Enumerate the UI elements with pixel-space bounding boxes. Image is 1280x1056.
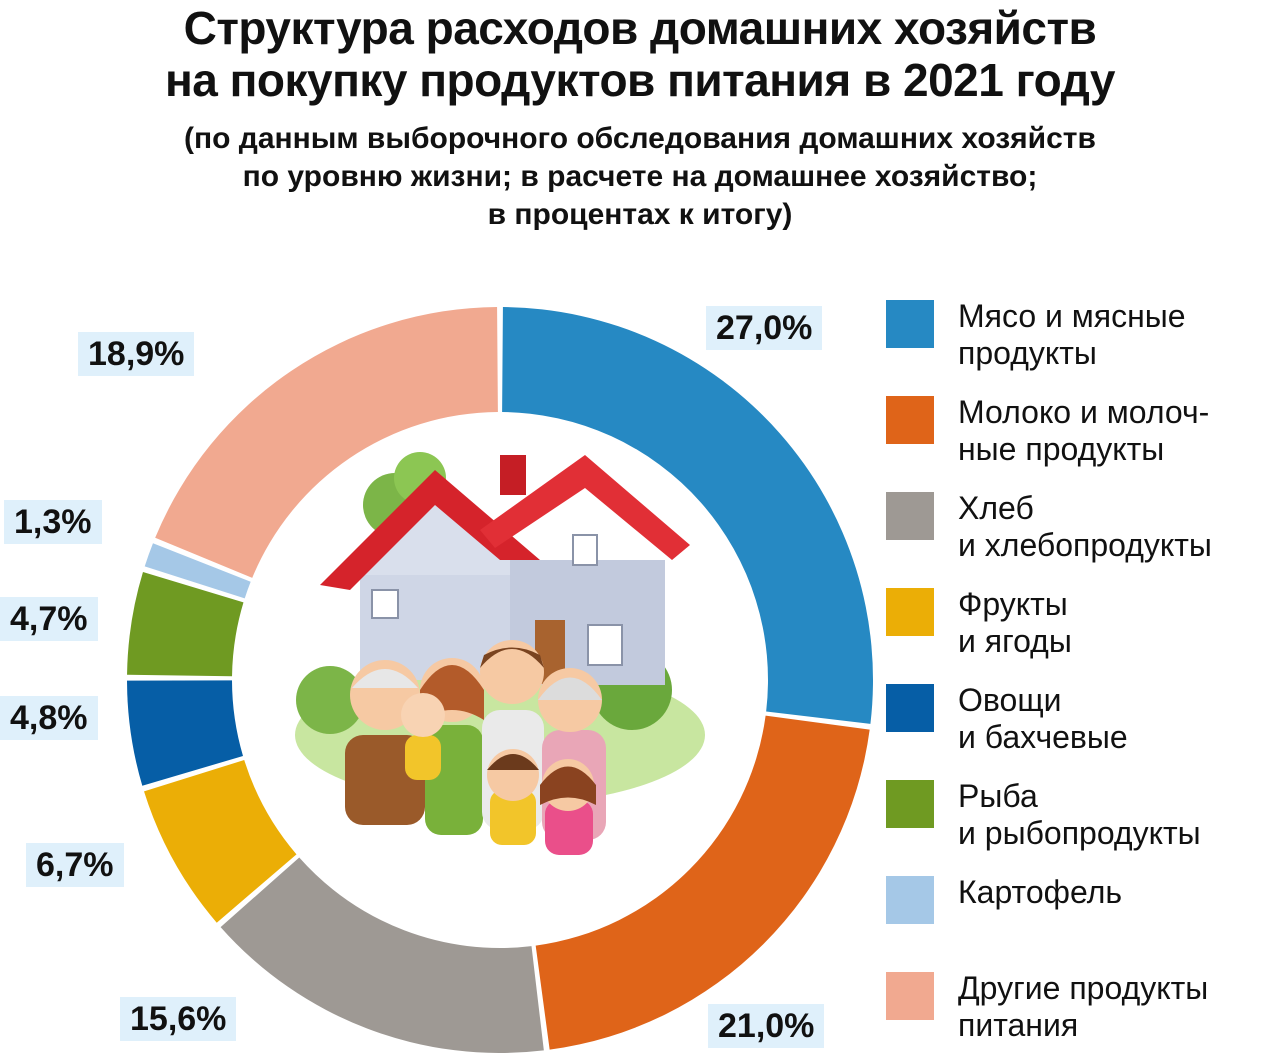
legend-label-fruits-line-1: Фрукты [958, 586, 1068, 622]
donut-slice-bread [220, 857, 544, 1053]
donut-slice-vegetables [127, 680, 243, 786]
legend-label-bread: Хлеб и хлебопродукты [958, 490, 1280, 564]
legend-swatch-meat [886, 300, 934, 348]
legend-label-bread-line-1: Хлеб [958, 490, 1034, 526]
legend-label-fruits: Фрукты и ягоды [958, 586, 1280, 660]
donut-slice-fish [127, 572, 244, 677]
family-house-illustration [295, 452, 705, 855]
legend-label-potatoes-line-1: Картофель [958, 874, 1123, 910]
donut-slice-milk [535, 715, 870, 1050]
legend-label-potatoes: Картофель [958, 874, 1280, 911]
legend-label-milk-line-2: ные продукты [958, 431, 1165, 467]
legend-swatch-fruits [886, 588, 934, 636]
legend-label-meat-line-1: Мясо и мясные [958, 298, 1186, 334]
legend-label-other-line-1: Другие продукты [958, 970, 1209, 1006]
legend-label-vegetables: Овощи и бахчевые [958, 682, 1280, 756]
legend-swatch-bread [886, 492, 934, 540]
value-label-other: 18,9% [78, 332, 195, 376]
legend-swatch-potatoes [886, 876, 934, 924]
donut-slice-fruits [144, 760, 297, 923]
value-label-meat: 27,0% [706, 306, 823, 350]
legend-swatch-other [886, 972, 934, 1020]
legend-label-fish: Рыба и рыбопродукты [958, 778, 1280, 852]
legend-label-fish-line-1: Рыба [958, 778, 1038, 814]
legend-swatch-milk [886, 396, 934, 444]
value-label-vegetables: 4,8% [0, 696, 98, 740]
legend-swatch-fish [886, 780, 934, 828]
value-label-potatoes: 1,3% [4, 500, 102, 544]
value-label-fish: 4,7% [0, 597, 98, 641]
legend-swatch-vegetables [886, 684, 934, 732]
value-label-milk: 21,0% [708, 1004, 825, 1048]
donut-slice-potatoes [144, 543, 251, 599]
donut-slice-other [155, 307, 498, 578]
value-label-fruits: 6,7% [26, 843, 124, 887]
donut-slice-meat [502, 307, 873, 724]
legend-label-milk: Молоко и молоч- ные продукты [958, 394, 1280, 468]
chart-subtitle-line-3: в процентах к итогу) [487, 198, 793, 231]
chart-title: Структура расходов домашних хозяйств на … [0, 2, 1280, 106]
legend-label-meat-line-2: продукты [958, 335, 1097, 371]
chart-subtitle-line-2: по уровню жизни; в расчете на домашнее х… [242, 160, 1038, 193]
legend-label-other-line-2: питания [958, 1007, 1079, 1043]
legend-label-vegetables-line-1: Овощи [958, 682, 1062, 718]
legend-label-vegetables-line-2: и бахчевые [958, 719, 1128, 755]
legend-label-fish-line-2: и рыбопродукты [958, 815, 1201, 851]
chart-title-line-1: Структура расходов домашних хозяйств [183, 2, 1097, 54]
legend-label-meat: Мясо и мясные продукты [958, 298, 1280, 372]
chart-subtitle-line-1: (по данным выборочного обследования дома… [184, 122, 1096, 155]
legend-label-other: Другие продукты питания [958, 970, 1280, 1044]
chart-title-line-2: на покупку продуктов питания в 2021 году [164, 54, 1116, 106]
chart-subtitle: (по данным выборочного обследования дома… [0, 120, 1280, 234]
legend-label-bread-line-2: и хлебопродукты [958, 527, 1212, 563]
donut-slices [127, 307, 873, 1053]
legend-label-fruits-line-2: и ягоды [958, 623, 1072, 659]
legend-label-milk-line-1: Молоко и молоч- [958, 394, 1210, 430]
value-label-bread: 15,6% [120, 997, 237, 1041]
